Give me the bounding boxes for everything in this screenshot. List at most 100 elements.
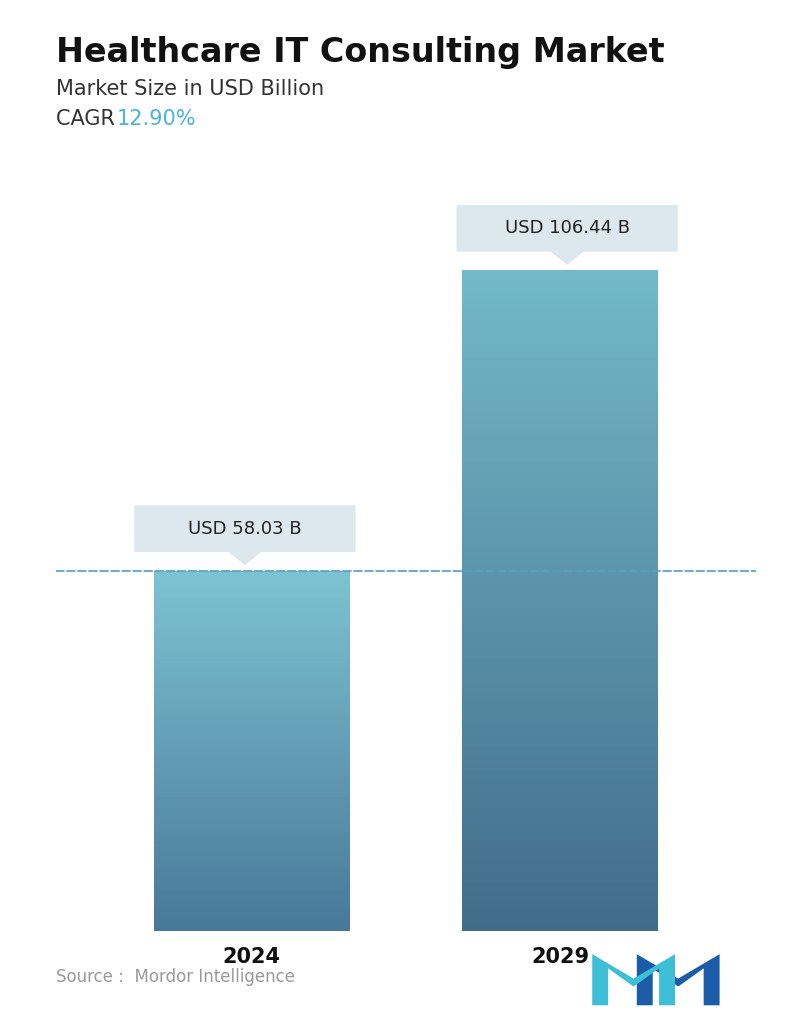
Bar bbox=[154, 849, 350, 850]
Bar bbox=[462, 574, 658, 576]
Bar bbox=[462, 568, 658, 570]
Bar bbox=[154, 776, 350, 777]
Bar bbox=[154, 708, 350, 709]
Bar bbox=[462, 921, 658, 924]
Bar bbox=[154, 573, 350, 574]
Bar bbox=[154, 692, 350, 693]
Bar bbox=[154, 884, 350, 885]
Bar bbox=[462, 295, 658, 297]
Bar bbox=[154, 840, 350, 841]
Bar bbox=[462, 594, 658, 596]
Bar bbox=[462, 660, 658, 662]
Bar bbox=[154, 742, 350, 743]
Bar bbox=[154, 652, 350, 653]
Bar bbox=[462, 748, 658, 750]
Bar bbox=[462, 847, 658, 849]
Bar bbox=[462, 537, 658, 539]
Bar bbox=[462, 358, 658, 361]
Bar bbox=[154, 764, 350, 765]
Bar bbox=[462, 924, 658, 926]
Bar bbox=[462, 519, 658, 521]
Bar bbox=[462, 629, 658, 631]
Bar bbox=[154, 632, 350, 633]
Bar bbox=[462, 717, 658, 720]
Bar bbox=[154, 891, 350, 892]
Bar bbox=[154, 693, 350, 694]
Polygon shape bbox=[552, 251, 583, 264]
Bar bbox=[154, 767, 350, 768]
Bar bbox=[154, 683, 350, 685]
Bar bbox=[154, 713, 350, 714]
Bar bbox=[462, 462, 658, 464]
Bar bbox=[154, 615, 350, 616]
Bar bbox=[154, 812, 350, 813]
Bar bbox=[462, 763, 658, 765]
Bar bbox=[462, 369, 658, 371]
Bar bbox=[462, 277, 658, 279]
Bar bbox=[154, 903, 350, 904]
Bar bbox=[154, 762, 350, 764]
Bar bbox=[462, 402, 658, 404]
Bar bbox=[154, 639, 350, 640]
Bar bbox=[462, 669, 658, 671]
Bar bbox=[154, 596, 350, 597]
Bar bbox=[462, 554, 658, 556]
Bar bbox=[154, 870, 350, 871]
Bar bbox=[462, 363, 658, 365]
Bar bbox=[462, 439, 658, 442]
Bar bbox=[462, 408, 658, 412]
Bar bbox=[154, 861, 350, 862]
Bar bbox=[154, 771, 350, 772]
Bar bbox=[462, 753, 658, 755]
Bar bbox=[462, 580, 658, 583]
Bar bbox=[154, 621, 350, 622]
Bar bbox=[154, 801, 350, 802]
Bar bbox=[462, 622, 658, 625]
Bar bbox=[462, 653, 658, 656]
Bar bbox=[154, 834, 350, 835]
Bar bbox=[154, 782, 350, 783]
Bar bbox=[154, 714, 350, 716]
Bar bbox=[154, 833, 350, 834]
Bar bbox=[154, 804, 350, 805]
Bar bbox=[154, 705, 350, 706]
Bar bbox=[154, 628, 350, 630]
Bar bbox=[462, 790, 658, 792]
Bar bbox=[462, 853, 658, 856]
Bar bbox=[154, 694, 350, 696]
Bar bbox=[462, 695, 658, 697]
Bar bbox=[154, 731, 350, 733]
Bar bbox=[462, 435, 658, 437]
Bar bbox=[462, 550, 658, 552]
Bar bbox=[154, 706, 350, 707]
Bar bbox=[462, 545, 658, 548]
Bar bbox=[462, 876, 658, 878]
Bar bbox=[154, 727, 350, 728]
Bar bbox=[462, 679, 658, 681]
Bar bbox=[154, 922, 350, 923]
Bar bbox=[462, 406, 658, 408]
Bar bbox=[462, 732, 658, 735]
Bar bbox=[154, 926, 350, 929]
Bar bbox=[154, 691, 350, 692]
Bar bbox=[462, 926, 658, 929]
Bar bbox=[154, 617, 350, 618]
Bar bbox=[462, 352, 658, 354]
Bar bbox=[154, 900, 350, 901]
Bar bbox=[462, 338, 658, 340]
Bar bbox=[154, 774, 350, 776]
Bar bbox=[154, 846, 350, 847]
Bar bbox=[154, 750, 350, 751]
Text: Healthcare IT Consulting Market: Healthcare IT Consulting Market bbox=[56, 36, 665, 69]
Bar bbox=[154, 827, 350, 828]
Bar bbox=[154, 824, 350, 825]
Bar bbox=[154, 791, 350, 793]
Bar bbox=[154, 754, 350, 756]
Bar bbox=[154, 865, 350, 866]
Bar bbox=[462, 825, 658, 827]
Bar bbox=[462, 818, 658, 821]
Bar bbox=[154, 595, 350, 596]
Bar bbox=[154, 716, 350, 717]
Bar bbox=[462, 449, 658, 451]
Bar bbox=[154, 837, 350, 839]
